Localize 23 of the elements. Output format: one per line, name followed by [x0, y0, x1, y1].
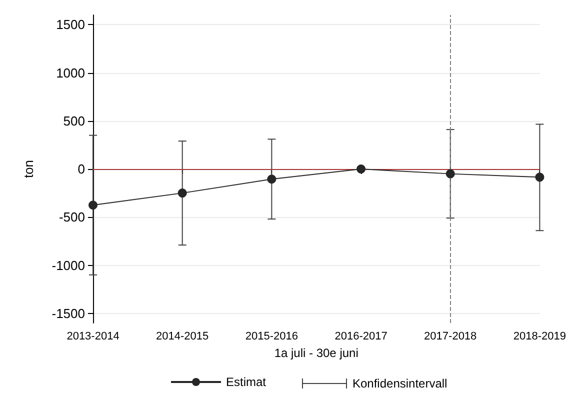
x-tick-label: 2015-2016 — [245, 330, 298, 342]
y-tick-label: 1000 — [56, 65, 85, 80]
x-tick-label: 2013-2014 — [66, 330, 120, 342]
y-axis-title: ton — [21, 160, 36, 178]
y-tick-label: 1500 — [56, 17, 85, 32]
y-tick-label: 0 — [78, 162, 85, 176]
x-tick-label: 2016-2017 — [334, 330, 388, 342]
point — [356, 164, 366, 174]
x-tick-label: 2017-2018 — [424, 330, 477, 342]
point — [88, 200, 98, 210]
y-tick-label: -500 — [58, 210, 85, 225]
x-tick-label: 2018-2019 — [513, 330, 566, 342]
legend-label: Estimat — [226, 375, 267, 389]
text: Konfidensintervall — [352, 376, 448, 390]
point — [446, 169, 455, 178]
y-tick-label: 500 — [63, 113, 85, 128]
point — [535, 172, 544, 182]
y-tick-label: -1000 — [52, 258, 85, 273]
x-axis-title: 1a juli - 30e juni — [274, 346, 358, 360]
point — [267, 174, 276, 184]
point — [178, 188, 187, 198]
y-tick-label: -1500 — [52, 306, 85, 321]
x-tick-label: 2014-2015 — [156, 330, 209, 342]
